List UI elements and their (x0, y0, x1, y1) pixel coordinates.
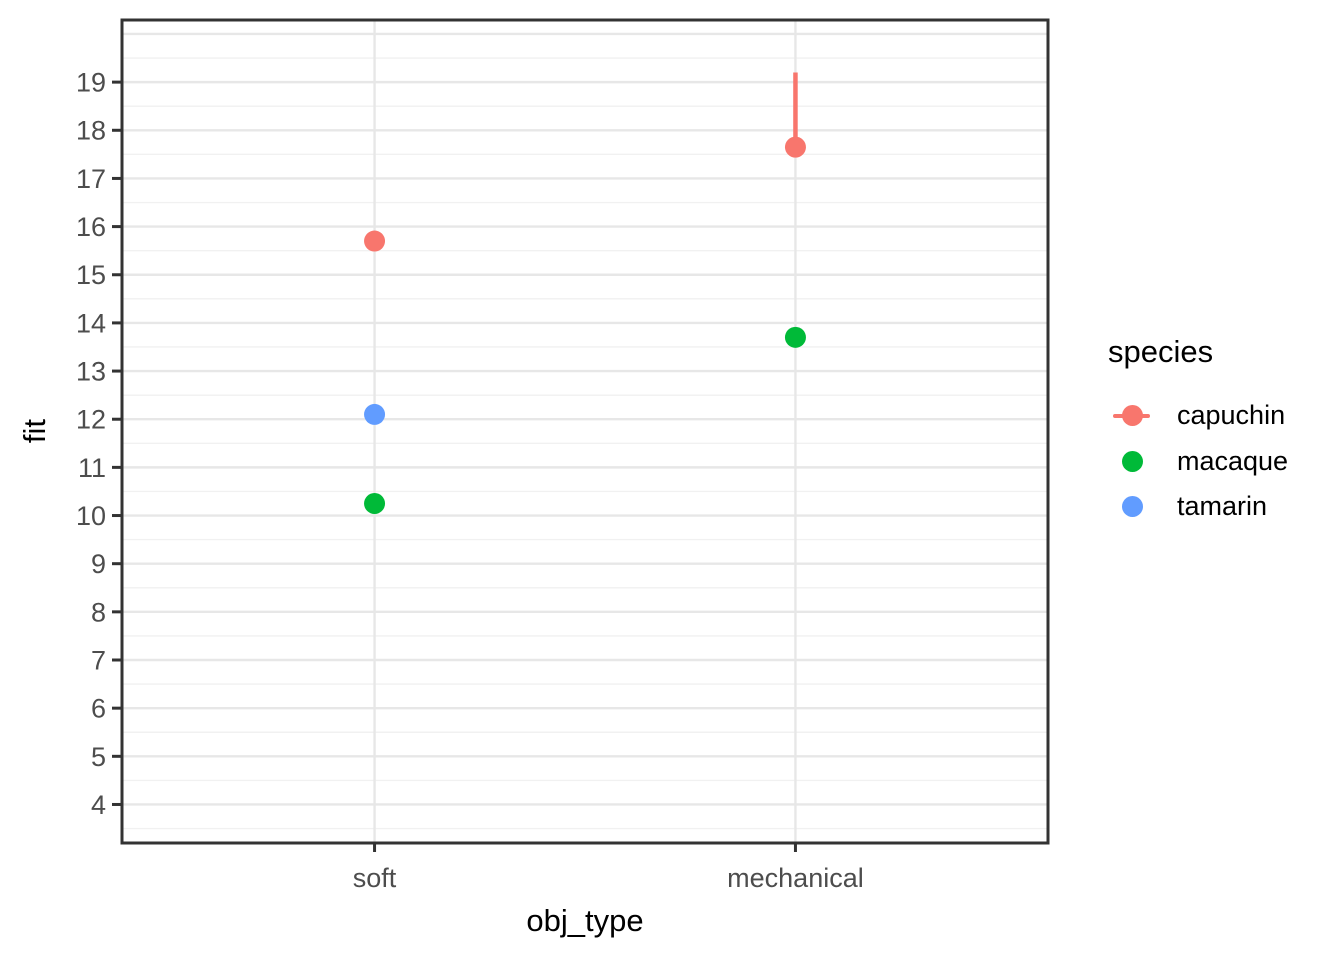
data-point-capuchin-mechanical (784, 136, 806, 158)
data-point-tamarin-soft (364, 403, 386, 425)
y-tick-label: 15 (76, 260, 106, 290)
panel-border (120, 18, 1050, 845)
y-tick-label: 17 (76, 164, 106, 194)
legend-key-dot (1121, 405, 1143, 427)
x-tick-label: soft (353, 863, 397, 893)
x-axis-title: obj_type (526, 903, 644, 938)
y-tick-label: 6 (91, 694, 106, 724)
y-tick-label: 7 (91, 645, 106, 675)
legend-key-pointrange-icon (1108, 393, 1152, 439)
data-point-capuchin-soft (364, 230, 386, 252)
legend-key-dot (1121, 496, 1143, 518)
y-tick-label: 8 (91, 597, 106, 627)
legend-key-dot (1121, 450, 1143, 472)
legend-entry-macaque: macaque (1108, 439, 1340, 485)
x-tick-label: mechanical (727, 863, 864, 893)
legend-title: species (1108, 334, 1214, 369)
y-tick-label: 12 (76, 405, 106, 435)
legend-entry-capuchin: capuchin (1108, 393, 1340, 439)
y-tick-label: 16 (76, 212, 106, 242)
legend-label-capuchin: capuchin (1177, 400, 1286, 431)
legend-entry-tamarin: tamarin (1108, 484, 1340, 530)
y-tick-label: 18 (76, 116, 106, 146)
y-tick-label: 9 (91, 549, 106, 579)
legend: species capuchin macaque (1108, 332, 1340, 530)
y-tick-label: 5 (91, 742, 106, 772)
legend-label-tamarin: tamarin (1177, 491, 1268, 522)
y-tick-label: 11 (78, 453, 106, 483)
legend-entries: capuchin macaque tamarin (1108, 393, 1340, 530)
panel-background (122, 20, 1048, 843)
y-tick-label: 10 (76, 501, 106, 531)
legend-key-point-icon (1108, 439, 1152, 485)
y-tick-label: 13 (76, 357, 106, 387)
data-point-macaque-soft (364, 492, 386, 514)
y-tick-label: 14 (76, 308, 106, 338)
legend-label-macaque: macaque (1177, 445, 1289, 476)
data-point-macaque-mechanical (784, 326, 806, 348)
legend-key-point-icon (1108, 484, 1152, 530)
y-tick-label: 19 (76, 68, 106, 98)
y-tick-label: 4 (91, 790, 106, 820)
y-axis-title: fit (17, 418, 52, 444)
